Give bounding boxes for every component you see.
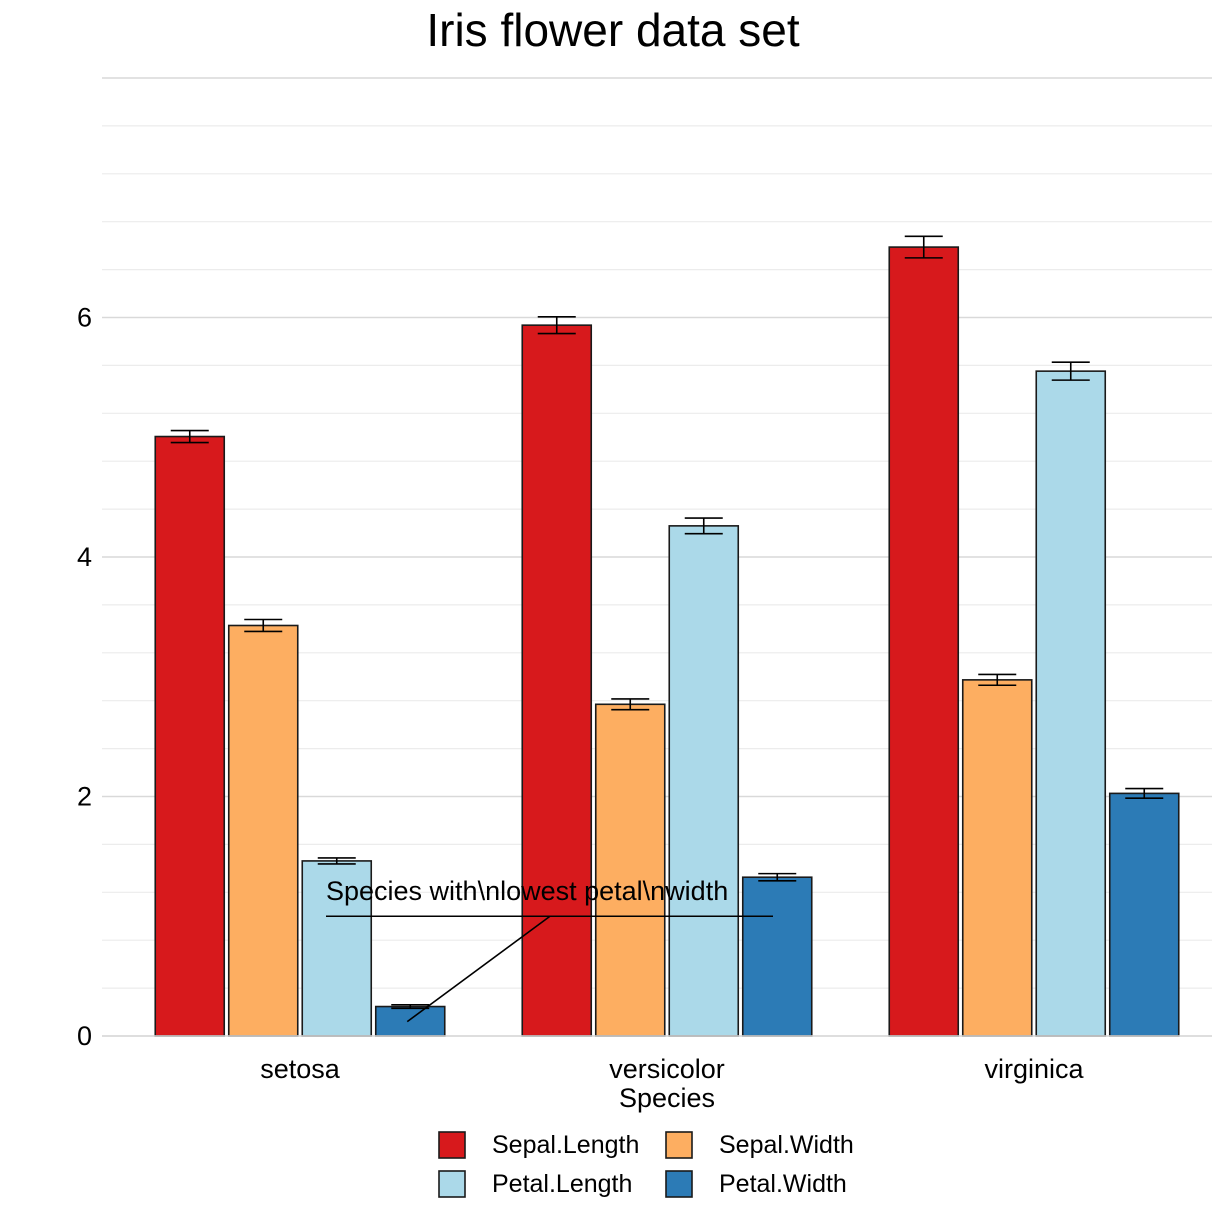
bar-virginica-sepal-length <box>888 246 960 1037</box>
bar-versicolor-petal-width <box>741 876 813 1037</box>
error-bar <box>611 698 650 711</box>
bar-setosa-sepal-length <box>154 435 226 1037</box>
error-bar <box>391 1003 430 1010</box>
y-tick-label: 4 <box>77 542 92 572</box>
bar-virginica-petal-length <box>1035 370 1107 1037</box>
annotation-label: Species with\nlowest petal\nwidth <box>326 876 728 906</box>
error-bar <box>904 235 943 259</box>
x-tick-label: virginica <box>984 1054 1084 1084</box>
y-tick-label: 6 <box>77 303 92 333</box>
legend-swatch <box>438 1170 466 1198</box>
legend-label: Sepal.Length <box>492 1131 639 1159</box>
annotation: Species with\nlowest petal\nwidth <box>326 876 773 1023</box>
bar-versicolor-sepal-width <box>594 703 666 1037</box>
error-bar <box>758 872 797 882</box>
bars <box>102 246 1212 1037</box>
error-bars <box>170 235 1164 1010</box>
x-tick-label: versicolor <box>609 1054 725 1084</box>
annotation-pointer <box>406 915 551 1023</box>
chart-title: Iris flower data set <box>426 4 799 56</box>
error-bar <box>317 857 356 865</box>
legend-item: Petal.Width <box>665 1170 847 1198</box>
x-axis-title: Species <box>619 1083 715 1113</box>
legend-label: Sepal.Width <box>719 1131 854 1159</box>
error-bar <box>684 517 723 535</box>
error-bar <box>1051 361 1090 381</box>
error-bar <box>170 429 209 444</box>
y-axis-ticks: 0 2 4 6 <box>77 303 92 1052</box>
legend-label: Petal.Length <box>492 1170 632 1198</box>
legend-swatch <box>665 1170 693 1198</box>
error-bar <box>978 673 1017 687</box>
bar-setosa-petal-length <box>301 860 373 1037</box>
legend-item: Sepal.Width <box>665 1131 854 1159</box>
bar-versicolor-sepal-length <box>521 324 593 1037</box>
bar-versicolor-petal-length <box>668 525 740 1037</box>
legend-swatch <box>438 1131 466 1159</box>
error-bar <box>537 315 576 335</box>
bar-setosa-sepal-width <box>227 624 299 1037</box>
y-tick-label: 2 <box>77 782 92 812</box>
legend-label: Petal.Width <box>719 1170 847 1198</box>
y-tick-label: 0 <box>77 1021 92 1051</box>
bar-setosa-petal-width <box>374 1005 446 1037</box>
bar-virginica-petal-width <box>1108 792 1180 1037</box>
x-tick-label: setosa <box>260 1054 341 1084</box>
legend-item: Petal.Length <box>438 1170 632 1198</box>
error-bar <box>244 618 283 633</box>
legend-swatch <box>665 1131 693 1159</box>
error-bar <box>1125 787 1164 799</box>
bar-virginica-sepal-width <box>961 679 1033 1037</box>
legend-item: Sepal.Length <box>438 1131 639 1159</box>
legend: Sepal.Length Sepal.Width Petal.Length Petal… <box>438 1131 854 1198</box>
x-axis-ticks: setosa versicolor virginica <box>260 1054 1084 1084</box>
